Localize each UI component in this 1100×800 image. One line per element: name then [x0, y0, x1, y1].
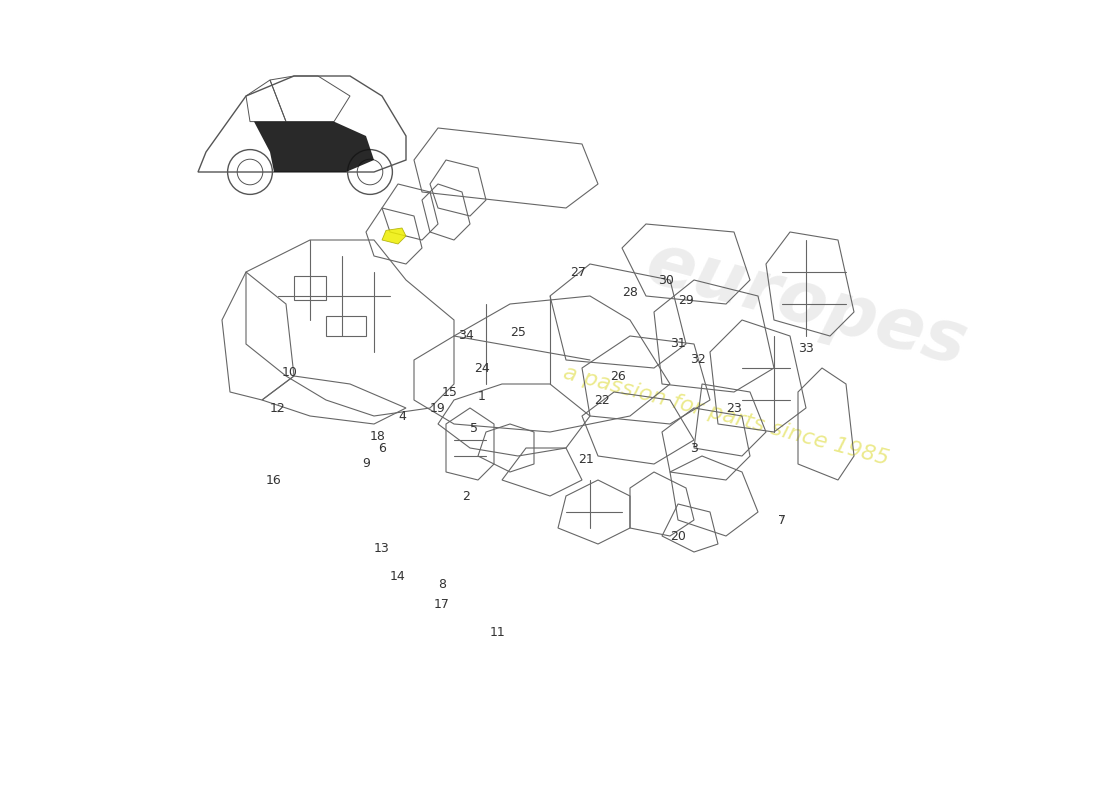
Text: 15: 15: [442, 386, 458, 398]
Text: 23: 23: [726, 402, 741, 414]
Text: 11: 11: [491, 626, 506, 638]
Text: 17: 17: [434, 598, 450, 610]
Text: 21: 21: [579, 454, 594, 466]
Text: 14: 14: [390, 570, 406, 582]
Text: 32: 32: [690, 354, 706, 366]
Text: 10: 10: [282, 366, 298, 378]
Text: 20: 20: [670, 530, 686, 542]
Text: 19: 19: [430, 402, 446, 414]
Text: 16: 16: [266, 474, 282, 486]
Text: 27: 27: [570, 266, 586, 278]
Text: 18: 18: [370, 430, 386, 442]
Text: 29: 29: [678, 294, 694, 306]
Text: 4: 4: [398, 410, 406, 422]
Text: 5: 5: [470, 422, 478, 434]
Text: 9: 9: [362, 458, 370, 470]
Text: 7: 7: [778, 514, 786, 526]
Polygon shape: [254, 122, 374, 172]
Text: 13: 13: [374, 542, 389, 554]
Text: 3: 3: [690, 442, 697, 454]
Text: 30: 30: [658, 274, 674, 286]
Text: 33: 33: [799, 342, 814, 354]
Text: 6: 6: [378, 442, 386, 454]
Text: 24: 24: [474, 362, 490, 374]
Text: 22: 22: [594, 394, 609, 406]
Text: 2: 2: [462, 490, 470, 502]
Text: 1: 1: [478, 390, 486, 402]
Polygon shape: [382, 228, 406, 244]
Text: 8: 8: [438, 578, 446, 590]
Text: europes: europes: [638, 228, 974, 380]
Text: 25: 25: [510, 326, 526, 338]
Text: a passion for parts since 1985: a passion for parts since 1985: [561, 363, 891, 469]
Text: 34: 34: [458, 330, 474, 342]
Text: 26: 26: [610, 370, 626, 382]
Text: 12: 12: [271, 402, 286, 414]
Text: 31: 31: [670, 338, 686, 350]
Text: 28: 28: [623, 286, 638, 298]
